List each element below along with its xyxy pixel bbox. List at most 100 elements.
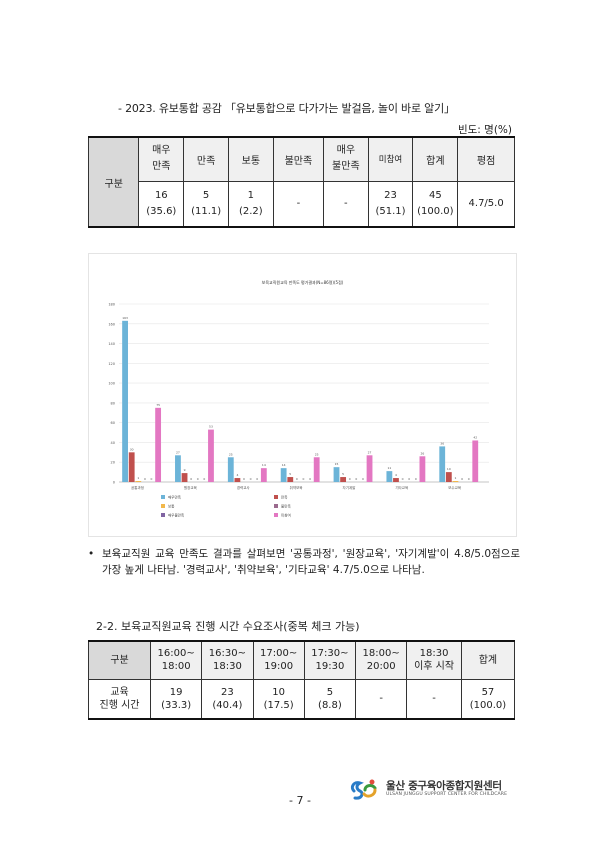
- bullet-icon: •: [88, 548, 95, 560]
- data-label: 4: [395, 473, 397, 477]
- x-tick-label: 기타교육: [395, 485, 409, 490]
- data-label: 0: [349, 477, 351, 481]
- x-tick-label: 원장교육: [184, 485, 198, 490]
- value-cell: 5 (11.1): [183, 180, 229, 228]
- data-label: 5: [342, 472, 344, 476]
- data-label: 36: [440, 441, 444, 445]
- bar: [393, 478, 399, 482]
- bar: [128, 452, 135, 482]
- y-tick-label: 140: [108, 342, 115, 346]
- y-tick-label: 80: [111, 401, 115, 405]
- unit-label: 빈도: 명(%): [457, 124, 512, 136]
- bar: [227, 457, 234, 482]
- legend-label: 보통: [168, 504, 175, 509]
- legend-swatch: [274, 504, 278, 508]
- value-cell: 16 (35.6): [138, 180, 185, 228]
- org-subtitle: ULSAN JUNGGU SUPPORT CENTER FOR CHILDCAR…: [386, 792, 508, 797]
- bar: [260, 468, 267, 482]
- header-cell: 16:30~ 18:30: [201, 640, 254, 680]
- value-cell: -: [272, 180, 325, 228]
- logo-mark-icon: [350, 779, 377, 800]
- data-label: 10: [447, 467, 451, 471]
- legend-swatch: [274, 495, 278, 499]
- bar: [155, 407, 162, 482]
- legend-label: 만족: [281, 495, 288, 500]
- bar: [313, 457, 320, 482]
- value-cell: -: [406, 678, 462, 720]
- y-tick-label: 180: [108, 303, 115, 307]
- header-cell: 미참여: [367, 136, 414, 182]
- row-header: 구분: [87, 640, 152, 680]
- data-label: 27: [176, 450, 180, 454]
- header-cell: 합계: [460, 640, 516, 680]
- bar: [452, 481, 459, 482]
- org-name: 울산 중구육아종합지원센터: [386, 780, 502, 792]
- bar: [366, 455, 373, 482]
- data-label: 0: [256, 477, 258, 481]
- time-demand-table: 구분 16:00~ 18:00 16:30~ 18:30 17:00~ 19:0…: [87, 640, 516, 720]
- data-label: 9: [184, 468, 186, 472]
- bar: [340, 477, 347, 482]
- header-cell: 17:30~ 19:30: [303, 640, 357, 680]
- data-label: 42: [473, 435, 477, 439]
- bar: [439, 446, 446, 482]
- data-label: 0: [362, 477, 364, 481]
- header-cell: 합계: [412, 136, 459, 182]
- y-tick-label: 60: [111, 421, 115, 425]
- data-label: 14: [282, 463, 286, 467]
- legend-swatch: [274, 513, 278, 517]
- x-tick-label: 보수교육: [448, 485, 462, 490]
- value-cell: 23 (40.4): [201, 678, 254, 720]
- header-cell: 16:00~ 18:00: [150, 640, 203, 680]
- data-label: 0: [144, 477, 146, 481]
- x-tick-label: 공통과정: [131, 485, 144, 490]
- value-cell: 4.7/5.0: [457, 180, 515, 228]
- value-cell: 45 (100.0): [412, 180, 459, 228]
- data-label: 0: [415, 477, 417, 481]
- data-label: 0: [309, 477, 311, 481]
- data-label: 4: [236, 473, 238, 477]
- value-cell: 5 (8.8): [303, 678, 357, 720]
- section2-title: 2-2. 보육교직원교육 진행 시간 수요조사(중복 체크 가능): [96, 620, 360, 633]
- bar: [122, 320, 128, 482]
- summary-text: 보육교직원 교육 만족도 결과를 살펴보면 '공통과정', '원장교육', '자…: [102, 548, 520, 576]
- data-label: 30: [130, 447, 134, 451]
- data-label: 0: [402, 477, 404, 481]
- data-label: 53: [209, 425, 213, 429]
- y-tick-label: 40: [111, 441, 115, 445]
- org-logo: 울산 중구육아종합지원센터 ULSAN JUNGGU SUPPORT CENTE…: [348, 777, 518, 801]
- chart-title: 보육교직원교육 만족도 평가결과(N=86명)(5점): [261, 280, 344, 285]
- data-label: 0: [197, 477, 199, 481]
- data-label: 0: [296, 477, 298, 481]
- data-label: 1: [137, 476, 139, 480]
- data-label: 0: [303, 477, 305, 481]
- y-tick-label: 100: [108, 382, 115, 386]
- value-cell: 57 (100.0): [460, 678, 516, 720]
- value-cell: -: [323, 180, 369, 228]
- row-label: 교육 진행 시간: [87, 678, 152, 720]
- data-label: 0: [203, 477, 205, 481]
- summary-paragraph: • 보육교직원 교육 만족도 결과를 살펴보면 '공통과정', '원장교육', …: [88, 546, 520, 578]
- data-label: 26: [420, 451, 424, 455]
- bar: [445, 472, 452, 482]
- bar: [234, 478, 241, 482]
- x-tick-label: 자기계발: [342, 485, 356, 490]
- satisfaction-chart: 보육교직원교육 만족도 평가결과(N=86명)(5점) 0 20 40 60 80 100…: [88, 253, 517, 537]
- header-cell: 18:30 이후 시작: [406, 640, 462, 680]
- bar: [280, 468, 287, 482]
- data-label: 14: [262, 463, 266, 467]
- data-label: 163: [122, 316, 128, 320]
- bar: [333, 467, 340, 482]
- value-cell: 10 (17.5): [252, 678, 305, 720]
- data-label: 0: [243, 477, 245, 481]
- value-cell: 1 (2.2): [228, 180, 274, 228]
- y-tick-label: 0: [113, 481, 115, 485]
- data-label: 75: [156, 403, 160, 407]
- header-cell: 보통: [228, 136, 274, 182]
- y-tick-label: 120: [108, 362, 115, 366]
- value-cell: 23 (51.1): [367, 180, 414, 228]
- legend-label: 매우불만족: [168, 513, 185, 518]
- data-label: 0: [355, 477, 357, 481]
- data-label: 15: [335, 462, 339, 466]
